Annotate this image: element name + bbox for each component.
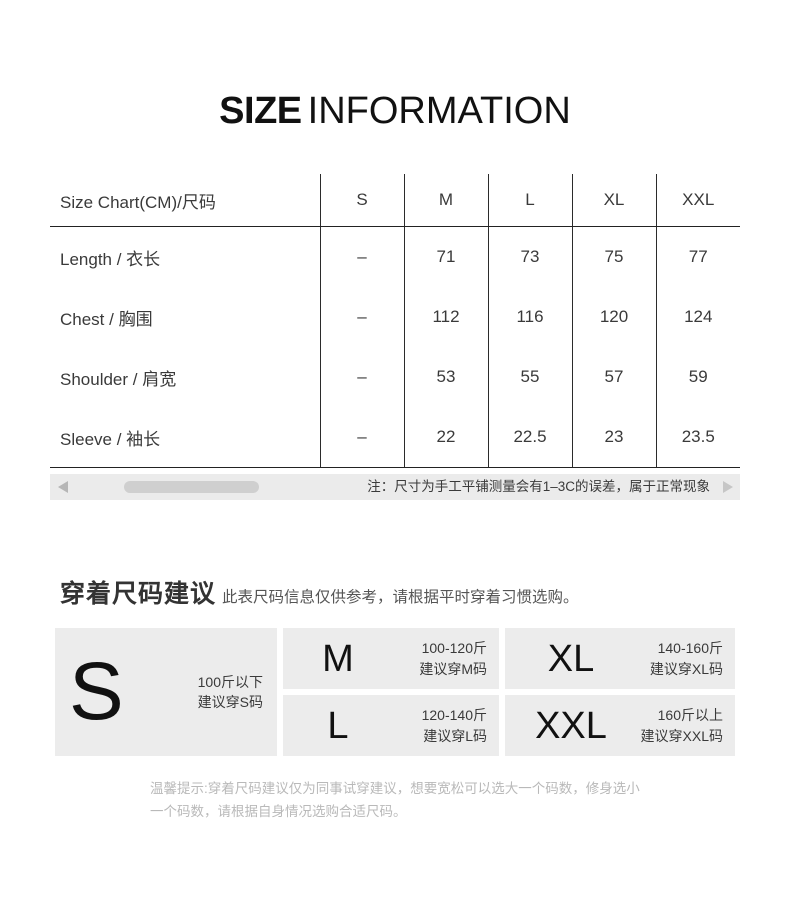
column-header-label: Size Chart(CM)/尺码 [50, 174, 320, 227]
size-card-weight-xl: 140-160斤 [657, 640, 723, 657]
size-card-weight-m: 100-120斤 [421, 640, 487, 657]
cell-chest-l: 116 [487, 287, 572, 347]
scroll-thumb[interactable] [124, 481, 259, 493]
cell-length-xl: 75 [571, 226, 656, 287]
cell-chest-s: – [319, 287, 404, 347]
size-card-weight-s: 100斤以下 [197, 673, 263, 690]
size-card-letter-l: L [327, 704, 349, 747]
column-header-m: M [403, 174, 488, 227]
column-header-xxl: XXL [655, 174, 740, 227]
cell-chest-m: 112 [403, 287, 488, 347]
cell-sleeve-m: 22 [403, 407, 488, 468]
size-chart-section: Size Chart(CM)/尺码 S M L XL XXL Length / … [50, 130, 740, 468]
table-row: Sleeve / 袖长 – 22 22.5 23 23.5 [50, 407, 740, 468]
cell-shoulder-m: 53 [403, 347, 488, 407]
cell-sleeve-s: – [319, 407, 404, 468]
scroll-track[interactable]: 注：尺寸为手工平铺测量会有1–3C的误差，属于正常现象 [76, 474, 714, 500]
measurement-note: 注：尺寸为手工平铺测量会有1–3C的误差，属于正常现象 [367, 479, 710, 494]
card-column-s: S 100斤以下 建议穿S码 [55, 628, 277, 756]
cell-shoulder-l: 55 [487, 347, 572, 407]
size-card-letter-m: M [322, 637, 354, 680]
horizontal-scrollbar[interactable]: 注：尺寸为手工平铺测量会有1–3C的误差，属于正常现象 [50, 474, 740, 500]
table-row: Shoulder / 肩宽 – 53 55 57 59 [50, 347, 740, 407]
size-card-text-s: 100斤以下 建议穿S码 [124, 672, 263, 713]
size-card-text-xl: 140-160斤 建议穿XL码 [625, 638, 723, 679]
table-body: Length / 衣长 – 71 73 75 77 Chest / 胸围 – 1… [50, 226, 740, 468]
advice-title: 穿着尺码建议 [60, 580, 217, 608]
cell-chest-xxl: 124 [655, 287, 740, 347]
page-title: SIZE INFORMATION [0, 0, 790, 130]
footer-tip-line-1: 温馨提示:穿着尺码建议仅为同事试穿建议，想要宽松可以选大一个码数，修身选小 [150, 781, 640, 796]
column-header-s: S [319, 174, 404, 227]
triangle-left-icon [57, 480, 70, 494]
size-card-recommend-xxl: 建议穿XXL码 [640, 727, 723, 744]
cell-sleeve-xl: 23 [571, 407, 656, 468]
table-header: Size Chart(CM)/尺码 S M L XL XXL [50, 174, 740, 227]
footer-tip: 温馨提示:穿着尺码建议仅为同事试穿建议，想要宽松可以选大一个码数，修身选小 一个… [150, 778, 750, 824]
column-header-l: L [487, 174, 572, 227]
scroll-left-button[interactable] [50, 474, 76, 500]
size-card-text-xxl: 160斤以上 建议穿XXL码 [625, 705, 723, 746]
table-row: Length / 衣长 – 71 73 75 77 [50, 226, 740, 287]
scroll-right-button[interactable] [714, 474, 740, 500]
cell-shoulder-xxl: 59 [655, 347, 740, 407]
triangle-right-icon [721, 480, 734, 494]
size-advice-cards: S 100斤以下 建议穿S码 M 100-120斤 建议穿M码 L 120-14… [50, 628, 740, 756]
row-label-sleeve: Sleeve / 袖长 [50, 407, 320, 468]
cell-shoulder-s: – [319, 347, 404, 407]
page-title-light: INFORMATION [307, 90, 571, 132]
size-card-recommend-m: 建议穿M码 [419, 660, 487, 677]
row-label-length: Length / 衣长 [60, 249, 161, 269]
row-label-shoulder: Shoulder / 肩宽 [60, 369, 177, 389]
cell-length-m: 71 [403, 226, 488, 287]
card-column-xl: XL 140-160斤 建议穿XL码 XXL 160斤以上 建议穿XXL码 [505, 628, 735, 756]
advice-subtitle: 此表尺码信息仅供参考，请根据平时穿着习惯选购。 [222, 589, 579, 606]
page-title-bold: SIZE [219, 90, 302, 132]
size-advice-heading: 穿着尺码建议 此表尺码信息仅供参考，请根据平时穿着习惯选购。 [50, 574, 740, 610]
size-card-letter-s: S [69, 646, 124, 737]
size-card-l[interactable]: L 120-140斤 建议穿L码 [283, 695, 499, 756]
row-label-chest: Chest / 胸围 [60, 309, 153, 329]
cell-chest-xl: 120 [571, 287, 656, 347]
cell-length-xxl: 77 [655, 226, 740, 287]
cell-length-s: – [319, 226, 404, 287]
size-card-recommend-s: 建议穿S码 [197, 694, 263, 710]
cell-sleeve-xxl: 23.5 [655, 407, 740, 468]
cell-length-l: 73 [487, 226, 572, 287]
size-card-xxl[interactable]: XXL 160斤以上 建议穿XXL码 [505, 695, 735, 756]
column-header-xl: XL [571, 174, 656, 227]
size-card-recommend-xl: 建议穿XL码 [649, 660, 723, 677]
size-card-weight-l: 120-140斤 [421, 707, 487, 724]
cell-shoulder-xl: 57 [571, 347, 656, 407]
size-card-m[interactable]: M 100-120斤 建议穿M码 [283, 628, 499, 689]
size-card-recommend-l: 建议穿L码 [423, 727, 487, 744]
table-header-row: Size Chart(CM)/尺码 S M L XL XXL [50, 174, 740, 227]
size-card-s[interactable]: S 100斤以下 建议穿S码 [55, 628, 277, 756]
cell-sleeve-l: 22.5 [487, 407, 572, 468]
size-chart-table: Size Chart(CM)/尺码 S M L XL XXL Length / … [50, 174, 740, 468]
size-card-weight-xxl: 160斤以上 [657, 707, 723, 724]
size-card-letter-xl: XL [547, 637, 595, 680]
footer-tip-line-2: 一个码数，请根据自身情况选购合适尺码。 [150, 803, 407, 819]
size-card-text-m: 100-120斤 建议穿M码 [381, 638, 487, 679]
size-card-letter-xxl: XXL [535, 704, 607, 747]
card-column-ml: M 100-120斤 建议穿M码 L 120-140斤 建议穿L码 [283, 628, 499, 756]
size-card-text-l: 120-140斤 建议穿L码 [381, 705, 487, 746]
table-row: Chest / 胸围 – 112 116 120 124 [50, 287, 740, 347]
size-card-xl[interactable]: XL 140-160斤 建议穿XL码 [505, 628, 735, 689]
